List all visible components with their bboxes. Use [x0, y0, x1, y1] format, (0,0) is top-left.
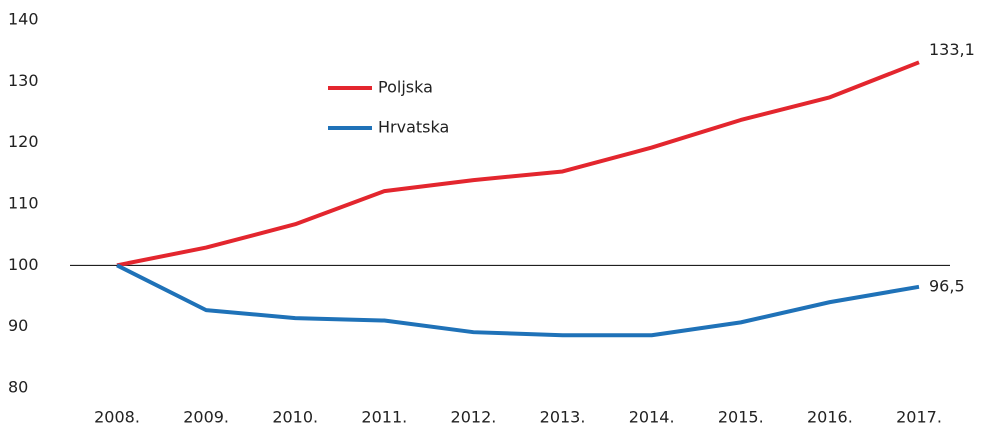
- legend-label: Poljska: [378, 78, 433, 97]
- line-series: [116, 60, 920, 268]
- y-tick-label: 120: [8, 132, 39, 151]
- x-tick-label: 2013.: [540, 408, 586, 427]
- y-tick-label: 110: [8, 194, 39, 213]
- legend-label: Hrvatska: [378, 118, 449, 137]
- x-tick-label: 2009.: [183, 408, 229, 427]
- y-tick-label: 140: [8, 10, 39, 29]
- x-tick-label: 2012.: [451, 408, 497, 427]
- x-tick-label: 2010.: [272, 408, 318, 427]
- line-series: [116, 263, 920, 338]
- x-tick-label: 2015.: [718, 408, 764, 427]
- y-tick-label: 100: [8, 255, 39, 274]
- x-tick-label: 2016.: [807, 408, 853, 427]
- x-tick-label: 2017.: [896, 408, 942, 427]
- y-tick-label: 80: [8, 378, 28, 397]
- y-tick-label: 130: [8, 71, 39, 90]
- x-tick-label: 2011.: [361, 408, 407, 427]
- x-tick-label: 2008.: [94, 408, 140, 427]
- y-tick-label: 90: [8, 316, 28, 335]
- data-label: 133,1: [929, 40, 975, 59]
- data-label: 96,5: [929, 276, 965, 295]
- x-tick-label: 2014.: [629, 408, 675, 427]
